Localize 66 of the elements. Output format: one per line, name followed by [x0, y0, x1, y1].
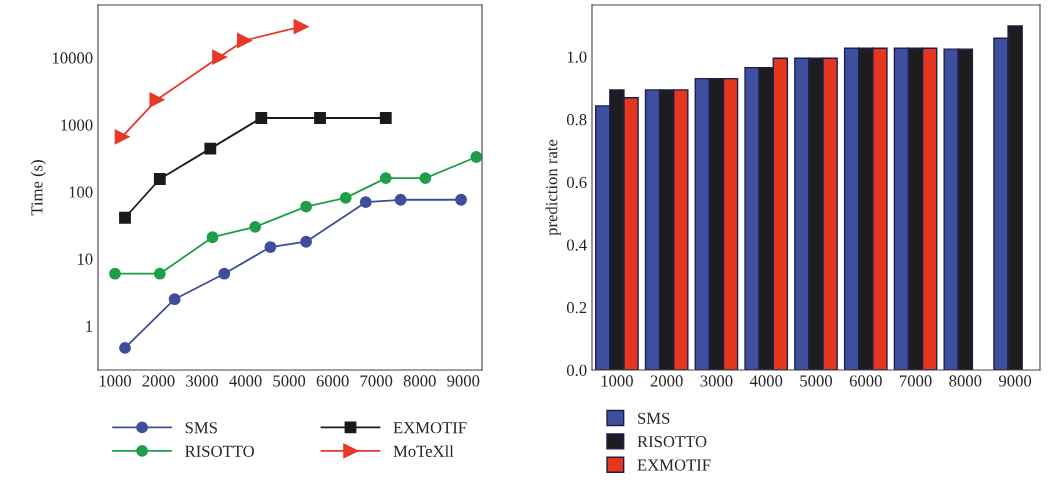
x-tick-label: 6000 [849, 375, 882, 387]
legend-label: RISOTTO [637, 436, 707, 448]
point [206, 231, 219, 244]
legend-label: SMS [638, 412, 670, 424]
point [264, 241, 277, 253]
x-tick-label: 1000 [99, 375, 132, 387]
point [455, 193, 467, 206]
x-tick-label: 8000 [949, 375, 982, 387]
point [379, 112, 392, 124]
x-tick-label: 8000 [403, 375, 436, 387]
point [359, 196, 372, 209]
x-tick-label: 4000 [229, 375, 262, 387]
y-tick-label: 0.0 [566, 364, 587, 377]
y-tick-label: 10 [77, 253, 93, 265]
point [114, 129, 130, 145]
point [237, 33, 252, 48]
legend-label: RISOTTO [185, 445, 254, 457]
x-tick-label: 2000 [650, 375, 683, 387]
x-tick-label: 3000 [186, 375, 219, 387]
y-tick-label: 0.6 [566, 176, 587, 189]
point [218, 267, 231, 280]
point [119, 211, 131, 224]
x-tick-label: 6000 [316, 375, 349, 387]
y-tick-label: 0.4 [566, 239, 587, 251]
point [470, 151, 482, 163]
y-tick-label: 1.0 [567, 51, 587, 63]
point [168, 293, 181, 306]
x-tick-label: 5000 [800, 375, 833, 387]
point [249, 220, 262, 233]
point [293, 19, 309, 34]
point [255, 112, 268, 124]
point [419, 172, 432, 184]
point [204, 142, 217, 155]
x-tick-label: 4000 [749, 375, 783, 387]
x-tick-label: 9000 [447, 375, 480, 387]
legend-label: EXMOTIF [637, 459, 711, 471]
x-tick-label: 3000 [700, 375, 733, 387]
legend-label: MoTeXll [393, 445, 454, 457]
y-tick-label: 10000 [52, 52, 93, 64]
y-axis-title: prediction rate [545, 139, 561, 236]
point [119, 341, 131, 354]
legend-label: EXMOTIF [393, 422, 467, 434]
y-tick-label: 1 [86, 320, 93, 332]
point [149, 92, 165, 108]
point [314, 112, 326, 124]
y-tick-label: 1000 [61, 119, 93, 131]
x-tick-label: 2000 [142, 375, 175, 387]
x-tick-label: 7000 [360, 375, 393, 387]
y-tick-label: 0.8 [566, 114, 587, 126]
x-tick-label: 9000 [998, 375, 1032, 387]
x-tick-label: 1000 [601, 375, 633, 387]
point [153, 173, 166, 185]
y-tick-label: 0.2 [566, 302, 587, 314]
y-axis-title: Time (s) [30, 160, 46, 216]
x-tick-label: 7000 [899, 375, 932, 387]
point [379, 172, 392, 184]
x-tick-label: 5000 [273, 375, 306, 387]
point [300, 235, 313, 248]
legend-label: SMS [185, 422, 217, 434]
point [109, 267, 121, 280]
point [300, 200, 313, 213]
y-tick-label: 100 [69, 186, 93, 198]
point [339, 192, 352, 204]
point [212, 49, 227, 65]
point [153, 267, 166, 280]
point [394, 193, 407, 206]
